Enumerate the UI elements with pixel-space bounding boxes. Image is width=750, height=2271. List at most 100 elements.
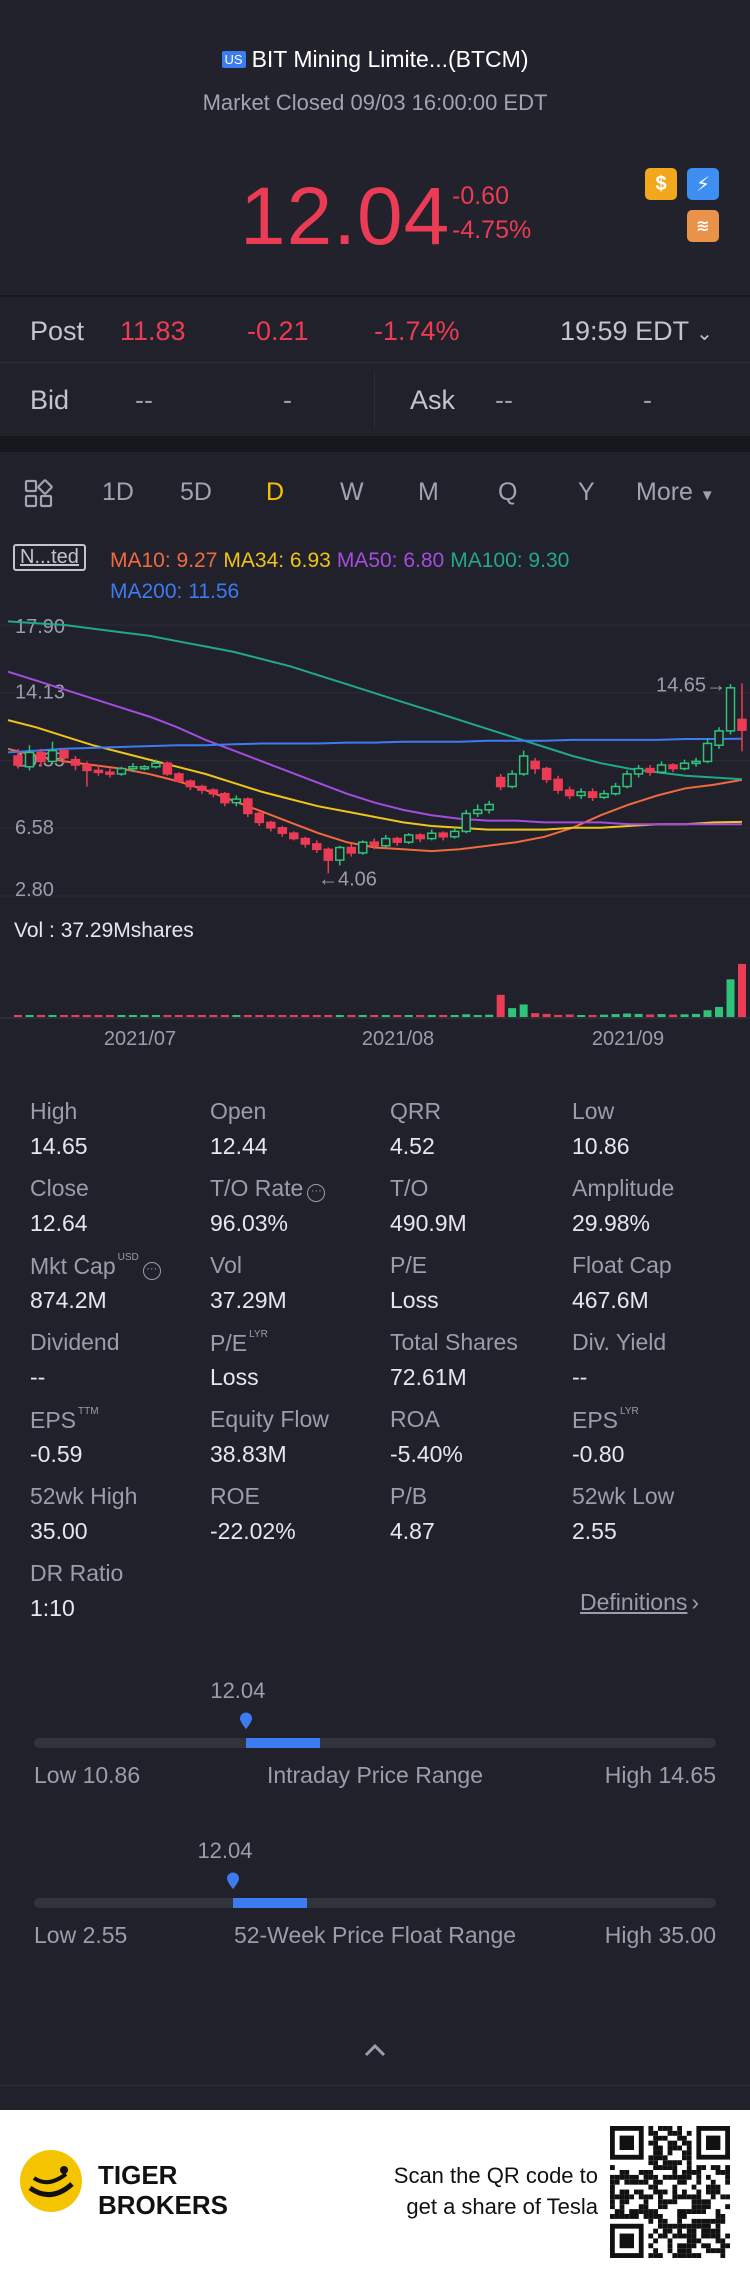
volume-bar <box>450 1015 459 1017</box>
stat-label-text: QRR <box>390 1098 442 1124</box>
intraday-title: Intraday Price Range <box>266 1762 484 1788</box>
candle <box>93 769 104 774</box>
volume-bar <box>496 994 505 1017</box>
y-tick-label: 14.13 <box>15 682 65 704</box>
volume-bar <box>393 1015 402 1017</box>
stat-label: QRR <box>390 1098 441 1125</box>
stat-label-text: Div. Yield <box>572 1329 667 1355</box>
volume-bar <box>174 1015 183 1017</box>
y-tick-label: 17.90 <box>15 616 65 638</box>
candle <box>208 789 219 795</box>
stat-label-text: P/E <box>210 1330 248 1356</box>
stat-value: 12.64 <box>30 1210 88 1236</box>
volume-bar <box>140 1015 149 1017</box>
volume-bar <box>542 1013 551 1017</box>
stat-value: Loss <box>210 1364 259 1390</box>
candle <box>495 776 506 788</box>
tab-5d[interactable]: 5D <box>180 478 212 506</box>
tiger-logo-icon <box>18 2148 84 2214</box>
candle <box>243 798 253 815</box>
candle <box>472 809 483 815</box>
volume-bar <box>347 1015 356 1017</box>
stat-label[interactable]: Mkt Cap USD··· <box>30 1252 161 1280</box>
stat-label-text: DR Ratio <box>30 1560 124 1586</box>
volume-bar <box>36 1015 45 1017</box>
info-icon[interactable]: ··· <box>307 1184 326 1202</box>
stat-label-text: Total Shares <box>390 1329 518 1355</box>
courses-icon[interactable]: ≋ <box>687 210 719 242</box>
post-change-pct: -1.74% <box>374 316 460 346</box>
stat-value: 2.55 <box>572 1518 617 1544</box>
info-icon[interactable]: ··· <box>142 1262 161 1280</box>
promo-footer[interactable]: TIGER BROKERS Scan the QR code to get a … <box>0 2110 750 2271</box>
candle <box>300 837 311 845</box>
candle <box>323 848 334 861</box>
dollar-icon[interactable]: $ <box>645 168 677 200</box>
candle <box>691 760 701 765</box>
volume-bar <box>611 1014 620 1017</box>
stat-label: High <box>30 1098 77 1125</box>
post-time[interactable]: 19:59 EDT ⌄ <box>560 316 713 347</box>
volume-bar <box>197 1015 206 1017</box>
cta-line2: get a share of Tesla <box>406 2194 598 2219</box>
candle <box>346 846 357 854</box>
candle <box>587 791 598 799</box>
ma-legend-ma100: MA100: 9.30 <box>450 549 570 572</box>
stat-label: Div. Yield <box>572 1329 666 1356</box>
stat-value: -- <box>30 1364 46 1390</box>
tab-y[interactable]: Y <box>578 478 595 506</box>
volume-bar <box>59 1015 68 1017</box>
volume-bar <box>381 1015 390 1017</box>
adjust-toggle[interactable]: N...ted <box>13 544 86 571</box>
stat-value: 38.83M <box>210 1441 287 1467</box>
candle <box>541 767 552 781</box>
stock-title[interactable]: US BIT Mining Limite...(BTCM) <box>0 46 750 73</box>
layout-grid-icon[interactable] <box>24 479 54 509</box>
stat-label-text: Equity Flow <box>210 1406 329 1432</box>
week52-title: 52-Week Price Float Range <box>233 1922 517 1948</box>
stat-value: 467.6M <box>572 1287 649 1313</box>
volume-bar <box>358 1015 367 1017</box>
more-tab[interactable]: More ▼ <box>636 478 715 507</box>
x-axis-label: 2021/08 <box>362 1028 434 1050</box>
stat-label: Low <box>572 1098 614 1125</box>
candle <box>380 837 391 847</box>
tab-d[interactable]: D <box>266 478 285 506</box>
stat-label: Dividend <box>30 1329 120 1356</box>
tab-q[interactable]: Q <box>498 478 518 506</box>
week52-track <box>34 1898 716 1908</box>
volume-bar <box>370 1015 379 1017</box>
stat-label[interactable]: T/O Rate ··· <box>210 1175 326 1202</box>
volume-bar <box>105 1015 114 1017</box>
ma-line-ma50 <box>7 670 742 826</box>
candle <box>105 771 115 775</box>
candle <box>139 766 150 770</box>
stat-label: ROA <box>390 1406 440 1433</box>
intraday-high: High 14.65 <box>604 1762 716 1788</box>
chevron-up-icon[interactable] <box>362 2040 388 2060</box>
ma-line-ma34 <box>7 719 743 831</box>
volume-bar <box>94 1015 103 1017</box>
candle <box>13 755 23 766</box>
candle <box>518 755 529 775</box>
candle <box>461 812 471 833</box>
tab-1d[interactable]: 1D <box>102 478 134 506</box>
tab-m[interactable]: M <box>418 478 439 506</box>
volume-bar <box>243 1015 252 1017</box>
week52-range: 12.04 Low 2.55 52-Week Price Float Range… <box>0 1830 750 1950</box>
definitions-link[interactable]: Definitions › <box>580 1589 699 1616</box>
tab-w[interactable]: W <box>340 478 364 506</box>
volume-bar <box>588 1015 597 1017</box>
caret-down-icon: ▼ <box>699 487 715 504</box>
stat-label: P/E <box>390 1252 427 1279</box>
volume-bar <box>324 1015 333 1017</box>
flash-icon[interactable]: ⚡ <box>687 168 719 200</box>
candle <box>277 827 288 834</box>
post-price: 11.83 <box>120 316 186 346</box>
volume-bar <box>485 1014 494 1017</box>
volume-bar <box>416 1015 425 1017</box>
stat-label: Vol <box>210 1252 242 1279</box>
volume-bar <box>335 1015 344 1017</box>
stat-label: Total Shares <box>390 1329 518 1356</box>
